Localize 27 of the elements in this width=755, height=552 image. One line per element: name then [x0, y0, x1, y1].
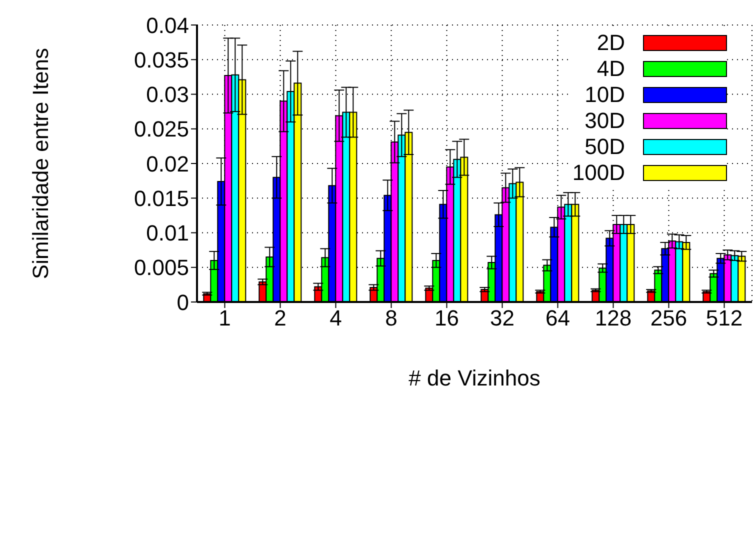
x-tick-label: 8 — [385, 306, 398, 331]
x-tick-label: 4 — [330, 306, 342, 331]
x-tick-label: 16 — [434, 306, 459, 331]
y-tick-label: 0.02 — [146, 151, 189, 176]
x-tick-label: 2 — [274, 306, 286, 331]
y-axis-title: Similaridade entre Itens — [28, 48, 53, 280]
legend-label: 4D — [596, 56, 625, 82]
legend-label: 30D — [584, 108, 625, 134]
x-tick-label: 512 — [706, 306, 743, 331]
x-tick-label: 64 — [546, 306, 570, 331]
y-tick-label: 0.015 — [134, 186, 189, 211]
legend-label: 2D — [596, 30, 625, 56]
legend-label: 10D — [584, 82, 625, 108]
x-tick-label: 128 — [594, 306, 632, 331]
x-tick-label: 32 — [490, 306, 514, 331]
x-axis-title: # de Vizinhos — [408, 366, 540, 391]
y-tick-label: 0.035 — [134, 47, 189, 72]
x-tick-label: 1 — [218, 306, 231, 331]
legend-label: 50D — [584, 134, 625, 160]
y-tick-label: 0.01 — [146, 220, 189, 246]
y-tick-label: 0 — [176, 290, 189, 315]
y-tick-label: 0.03 — [146, 82, 189, 108]
y-tick-label: 0.025 — [134, 116, 189, 142]
x-tick-label: 256 — [650, 306, 688, 331]
y-tick-label: 0.005 — [134, 255, 189, 280]
legend-label: 100D — [572, 160, 625, 186]
y-tick-label: 0.04 — [146, 12, 189, 38]
